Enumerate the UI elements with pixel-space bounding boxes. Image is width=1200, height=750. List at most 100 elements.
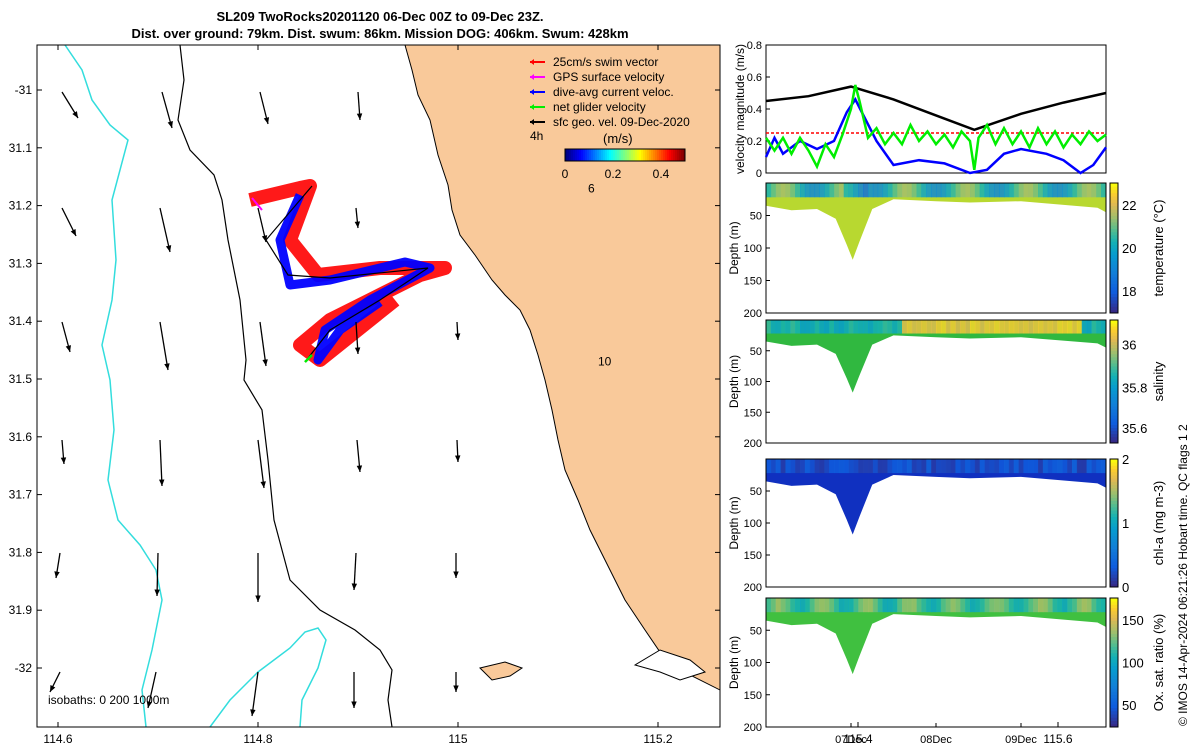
section-cell-12	[824, 320, 830, 334]
velocity-ylabel: velocity magnitude (m/s)	[733, 44, 747, 174]
map-colorbar-cell-44	[653, 149, 656, 161]
section-colorbar-cell-25	[1110, 363, 1118, 367]
map-colorbar-cell-22	[609, 149, 612, 161]
section-cell-20	[863, 183, 869, 198]
section-cell-5	[790, 459, 796, 474]
map-colorbar-cell-40	[645, 149, 648, 161]
map-colorbar-cell-26	[617, 149, 620, 161]
section-colorbar-cell-29	[1110, 215, 1118, 220]
section-cell-9	[809, 598, 816, 613]
section-cell-20	[863, 320, 869, 334]
map-colorbar-cell-32	[629, 149, 632, 161]
section-data-chl-a	[766, 459, 1106, 535]
section-cell-44	[979, 183, 986, 198]
map-colorbar-cell-21	[607, 149, 610, 161]
section-colorbar-frame	[1109, 458, 1119, 588]
section-colorbar-cell-38	[1110, 323, 1118, 327]
section-cell-65	[1081, 320, 1088, 334]
section-colorbar-cell-16	[1110, 257, 1118, 262]
section-colorbar-cell-0	[1110, 723, 1118, 728]
section-cell-48	[999, 183, 1005, 198]
section-colorbar-cell-18	[1110, 384, 1118, 389]
section-cell-58	[1047, 459, 1054, 474]
geo-velocity-arrowhead-3	[356, 113, 363, 120]
section-data-salinity	[766, 320, 1106, 393]
section-colorbar-cell-10	[1110, 277, 1118, 281]
velocity-frame	[765, 44, 1107, 174]
section-ytick-label-0: 50	[750, 625, 762, 637]
map-colorbar-cell-41	[647, 149, 650, 161]
section-cell-3	[780, 183, 786, 198]
map-colorbar-cell-10	[585, 149, 588, 161]
section-ytick-label-2: 150	[744, 276, 762, 288]
section-cell-52	[1018, 183, 1024, 198]
map-ytick-label-4: 31.4	[9, 314, 33, 328]
day-label-0: 6	[588, 181, 595, 195]
map-colorbar-cell-59	[683, 149, 686, 161]
section-colorbar-cell-10	[1110, 551, 1118, 556]
section-cell-12	[824, 598, 830, 613]
section-cell-4	[785, 183, 791, 198]
section-cell-32	[921, 598, 927, 613]
section-colorbar-tick-0: 50	[1122, 698, 1136, 713]
section-colorbar-cell-11	[1110, 548, 1118, 553]
section-ytick-label-0: 50	[750, 486, 762, 498]
section-cell-55	[1033, 459, 1039, 474]
section-colorbar-cell-9	[1110, 280, 1118, 285]
map-colorbar-cell-56	[677, 149, 680, 161]
section-colorbar-tick-1: 1	[1122, 516, 1129, 531]
velocity-ytick-label-3: 0.6	[747, 72, 762, 84]
map-colorbar-cell-18	[601, 149, 604, 161]
section-colorbar-cell-37	[1110, 326, 1118, 330]
section-cell-16	[843, 320, 850, 334]
section-colorbar-tick-2: 2	[1122, 452, 1129, 467]
section-cell-21	[868, 183, 874, 198]
section-colorbar-cell-32	[1110, 620, 1118, 625]
section-cell-42	[970, 320, 976, 334]
section-cell-62	[1067, 320, 1073, 334]
section-cell-4	[785, 598, 791, 613]
section-cell-16	[843, 598, 850, 613]
section-cell-49	[1004, 598, 1010, 613]
geo-velocity-arrowhead-9	[164, 363, 170, 370]
map-colorbar-cell-42	[649, 149, 652, 161]
section-cell-63	[1072, 459, 1078, 474]
section-cell-54	[1028, 320, 1034, 334]
section-colorbar-cell-16	[1110, 390, 1118, 395]
section-cell-25	[887, 598, 893, 613]
section-cell-56	[1038, 459, 1044, 474]
section-cell-59	[1052, 320, 1058, 334]
section-colorbar-cell-29	[1110, 630, 1118, 634]
section-colorbar-cell-21	[1110, 656, 1118, 660]
section-colorbar-label: chl-a (mg m-3)	[1151, 481, 1166, 566]
section-cell-15	[838, 459, 845, 474]
section-cell-37	[945, 598, 952, 613]
section-colorbar-cell-20	[1110, 659, 1118, 663]
section-cell-56	[1038, 598, 1044, 613]
section-cell-59	[1052, 183, 1058, 198]
geo-velocity-arrowhead-13	[60, 457, 67, 464]
section-cell-61	[1062, 183, 1068, 198]
section-colorbar-cell-6	[1110, 704, 1118, 709]
section-colorbar-cell-8	[1110, 283, 1118, 288]
section-colorbar-cell-27	[1110, 356, 1118, 361]
geo-velocity-arrowhead-15	[260, 481, 266, 488]
map-colorbar-cell-17	[599, 149, 602, 161]
section-cell-43	[974, 183, 981, 198]
section-cell-32	[921, 320, 927, 334]
legend-arrow-4	[530, 119, 534, 125]
section-cell-27	[897, 320, 903, 334]
section-cell-22	[872, 598, 879, 613]
section-cell-25	[887, 183, 893, 198]
legend-arrow-0	[530, 59, 534, 65]
qc-footer-text: © IMOS 14-Apr-2024 06:21:26 Hobart time.…	[1176, 424, 1190, 726]
section-cell-26	[892, 598, 898, 613]
geo-velocity-arrowhead-19	[154, 589, 160, 596]
section-colorbar-cell-8	[1110, 558, 1118, 562]
map-colorbar-cell-2	[569, 149, 572, 161]
section-colorbar-cell-5	[1110, 707, 1118, 712]
section-colorbar-cell-14	[1110, 539, 1118, 543]
section-cell-65	[1081, 598, 1088, 613]
map-colorbar-cell-20	[605, 149, 608, 161]
